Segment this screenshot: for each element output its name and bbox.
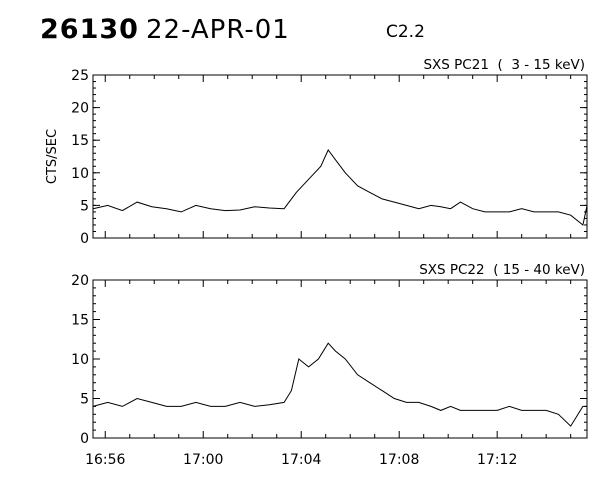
- y-tick-label: 20: [71, 101, 89, 117]
- x-tick-label: 17:04: [281, 452, 321, 468]
- series-line-2: [92, 342, 588, 427]
- y-tick-label: 5: [80, 198, 89, 214]
- x-tick-label: 17:12: [477, 452, 517, 468]
- event-id: 26130: [40, 14, 139, 45]
- y-tick-label: 25: [71, 68, 89, 84]
- y-axis-label: CTS/SEC: [45, 129, 60, 184]
- y-tick-label: 20: [71, 273, 89, 289]
- plot-frame-1: [92, 74, 588, 239]
- y-tick-label: 15: [71, 313, 89, 329]
- x-tick-label: 17:08: [379, 452, 419, 468]
- x-tick-label: 16:56: [85, 452, 125, 468]
- plot-frame-2: [92, 279, 588, 439]
- panel-title: SXS PC22 ( 15 - 40 keV): [419, 262, 585, 278]
- x-tick-label: 17:00: [183, 452, 223, 468]
- y-tick-label: 5: [80, 392, 89, 408]
- y-tick-label: 10: [71, 166, 89, 182]
- y-tick-label: 0: [80, 431, 89, 447]
- series-line-1: [92, 149, 588, 226]
- event-date: 22-APR-01: [146, 15, 290, 45]
- y-tick-label: 0: [80, 231, 89, 247]
- panel-title: SXS PC21 ( 3 - 15 keV): [423, 57, 585, 73]
- y-tick-label: 10: [71, 352, 89, 368]
- flare-class: C2.2: [386, 22, 425, 42]
- y-tick-label: 15: [71, 133, 89, 149]
